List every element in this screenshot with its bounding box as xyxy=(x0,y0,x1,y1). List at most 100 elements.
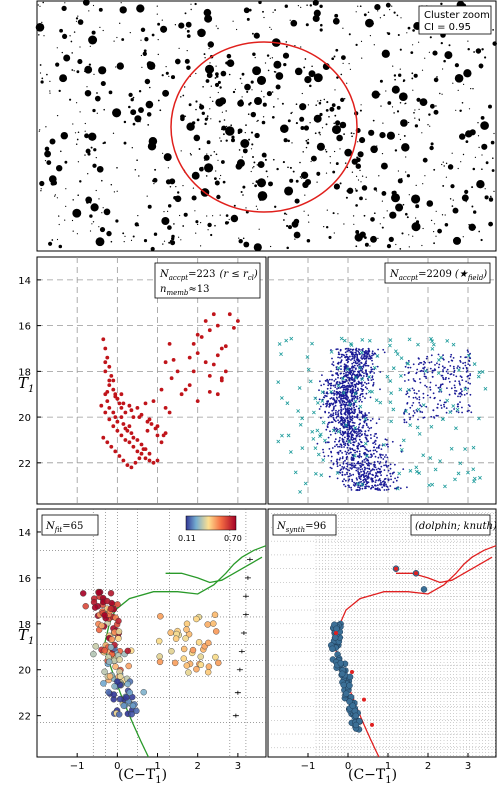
star xyxy=(312,0,319,6)
x-tick-label: 2 xyxy=(195,761,201,772)
star xyxy=(190,8,192,11)
star xyxy=(379,223,381,225)
cluster-star xyxy=(287,166,289,169)
field-star-point xyxy=(330,455,333,458)
field-star-point xyxy=(338,399,340,402)
star xyxy=(86,86,88,88)
field-star-point xyxy=(389,485,392,487)
star xyxy=(363,214,366,217)
star xyxy=(250,148,253,150)
cluster-star xyxy=(336,134,343,142)
field-star-point xyxy=(326,387,329,390)
star xyxy=(393,112,395,114)
field-star-point xyxy=(409,418,411,421)
cluster-star-point xyxy=(115,419,120,424)
field-star-point xyxy=(340,406,343,409)
field-star-point xyxy=(364,487,366,490)
field-star-point xyxy=(346,374,349,377)
field-star-point xyxy=(335,444,338,446)
field-star-point xyxy=(364,419,367,422)
field-star-point xyxy=(344,430,347,433)
rejected-star-cross xyxy=(363,417,368,421)
field-star-point xyxy=(323,455,326,458)
field-star-point xyxy=(345,462,348,465)
fit-star-point xyxy=(180,645,188,653)
field-star-point xyxy=(334,386,337,388)
field-star-point xyxy=(348,401,351,404)
star xyxy=(236,28,238,31)
rejected-star-cross xyxy=(417,431,422,436)
star xyxy=(467,47,470,51)
field-star-point xyxy=(467,387,469,390)
field-star-point xyxy=(377,467,380,470)
star xyxy=(328,115,330,118)
star xyxy=(215,170,217,172)
field-star-point xyxy=(357,447,360,450)
field-star-point xyxy=(371,376,374,379)
field-star-point xyxy=(319,380,321,383)
star xyxy=(359,196,363,201)
rejected-star-cross xyxy=(342,338,347,343)
star xyxy=(226,53,232,59)
star xyxy=(39,5,41,7)
rejected-star-cross xyxy=(347,439,352,444)
rejected-star-cross xyxy=(453,477,457,482)
field-star-point xyxy=(463,394,466,396)
star xyxy=(98,198,100,200)
star xyxy=(404,103,406,105)
star xyxy=(186,35,188,37)
rejected-star-cross xyxy=(297,386,302,390)
field-star-point xyxy=(364,467,367,469)
field-star-point xyxy=(366,470,369,473)
star xyxy=(65,188,67,190)
field-star-point xyxy=(331,363,334,366)
cluster-star xyxy=(261,120,266,125)
field-star-point xyxy=(357,433,360,435)
star xyxy=(399,248,402,250)
field-star-point xyxy=(355,432,358,435)
field-star-point xyxy=(459,356,462,358)
field-star-point xyxy=(364,364,367,367)
star xyxy=(213,151,216,153)
field-star-point xyxy=(341,434,344,437)
field-star-point xyxy=(436,406,439,409)
field-star-point xyxy=(456,403,459,406)
cluster-star xyxy=(214,77,217,79)
field-star-point xyxy=(348,486,351,488)
star xyxy=(270,28,272,30)
star xyxy=(360,104,362,106)
x-tick-label: 3 xyxy=(465,761,471,772)
star xyxy=(355,245,358,248)
fit-star-point xyxy=(189,646,197,654)
fit-star-point xyxy=(168,648,175,655)
star xyxy=(136,120,138,123)
star xyxy=(244,83,251,91)
field-star-point xyxy=(342,372,345,375)
y-tick-label: 20 xyxy=(18,666,31,677)
star xyxy=(72,208,82,218)
star xyxy=(186,29,190,33)
field-star-point xyxy=(372,353,375,356)
field-star-point xyxy=(345,388,347,390)
field-star-point xyxy=(464,364,467,367)
star xyxy=(365,176,367,178)
field-star-point xyxy=(396,476,399,479)
rejected-star-cross xyxy=(483,386,488,391)
cluster-legend-box xyxy=(154,262,261,299)
rejected-star-cross xyxy=(344,423,348,428)
star xyxy=(376,145,378,147)
star xyxy=(447,164,454,170)
field-star-point xyxy=(350,359,352,361)
star xyxy=(364,236,367,239)
star xyxy=(219,137,221,139)
fit-star-point xyxy=(105,658,113,665)
star xyxy=(162,243,164,245)
star xyxy=(263,16,265,19)
field-star-point xyxy=(325,428,328,431)
field-star-point xyxy=(335,413,337,416)
field-star-point xyxy=(357,370,359,373)
star xyxy=(339,121,347,129)
rejected-star-cross xyxy=(367,338,372,343)
field-star-point xyxy=(370,379,373,381)
